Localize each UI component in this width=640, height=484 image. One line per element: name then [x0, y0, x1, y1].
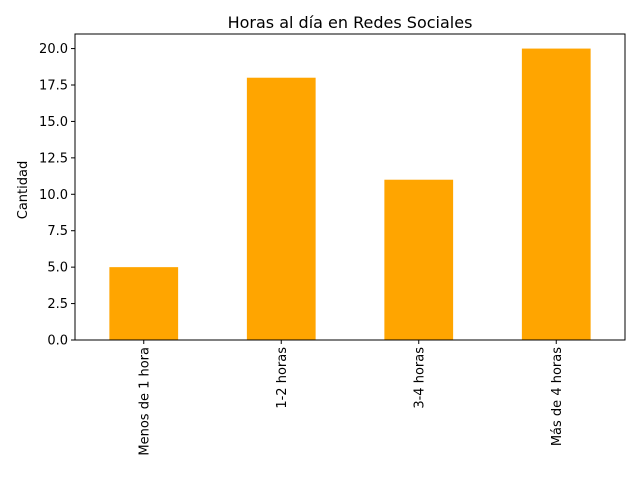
y-tick-label: 2.5 [47, 297, 68, 312]
bar [521, 48, 591, 340]
y-tick-label: 17.5 [39, 79, 68, 94]
bar [246, 77, 316, 340]
bar [109, 267, 179, 340]
y-axis-label: Cantidad [16, 161, 31, 219]
y-tick-label: 5.0 [47, 261, 68, 276]
x-tick-label: Más de 4 horas [550, 347, 565, 446]
y-tick-label: 0.0 [47, 334, 68, 349]
x-tick-label: Menos de 1 hora [137, 347, 152, 456]
plot-frame [74, 33, 626, 341]
y-tick-label: 12.5 [39, 151, 68, 166]
y-tick-label: 15.0 [39, 115, 68, 130]
y-tick-label: 20.0 [39, 42, 68, 57]
x-tick-label: 3-4 horas [412, 347, 427, 409]
x-tick-label: 1-2 horas [275, 347, 290, 409]
bars [109, 48, 591, 340]
axis-ticks: 0.0 2.5 5.0 7.5 10.0 12.5 15.0 17.5 20.0 Menos de… [39, 42, 565, 456]
y-tick-label: 7.5 [47, 224, 68, 239]
chart-title: Horas al día en Redes Sociales [228, 13, 473, 32]
bar [384, 179, 454, 340]
y-tick-label: 10.0 [39, 188, 68, 203]
